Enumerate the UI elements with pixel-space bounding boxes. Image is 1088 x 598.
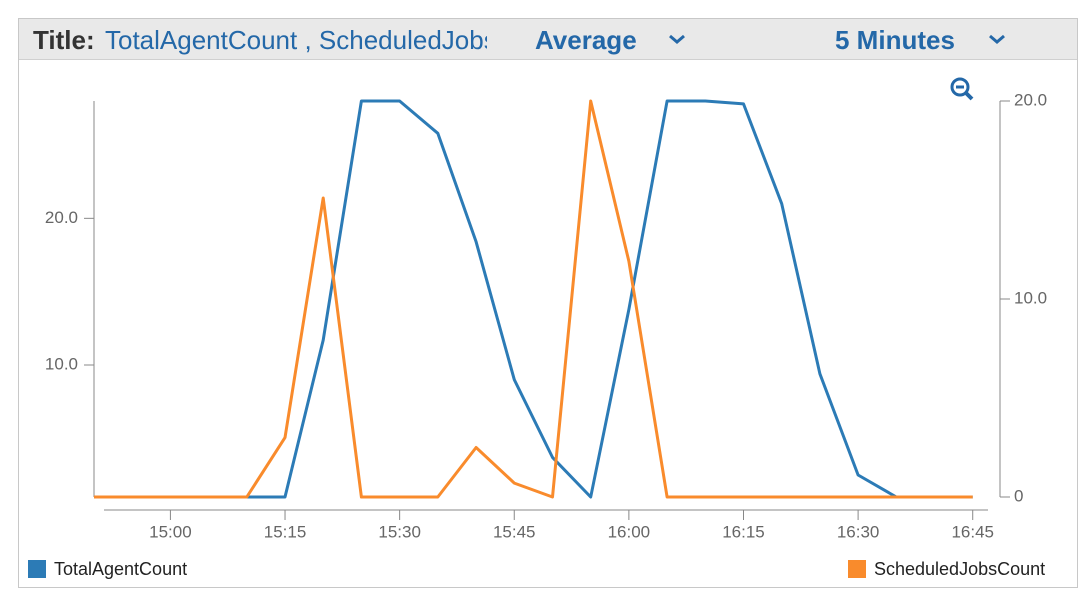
legend-swatch (848, 560, 866, 578)
x-tick-label: 15:45 (493, 522, 536, 541)
dropdown-arrow[interactable] (669, 34, 685, 44)
widget: Title: TotalAgentCount , ScheduledJobsCo… (18, 18, 1078, 588)
zoom-out-icon[interactable] (950, 77, 974, 101)
series-line (94, 99, 973, 499)
period-dropdown[interactable]: 5 Minutes (835, 25, 955, 55)
legend-swatch (28, 560, 46, 578)
y-tick-label: 10.0 (45, 354, 78, 373)
x-tick-label: 15:15 (264, 522, 307, 541)
title-value[interactable]: TotalAgentCount , ScheduledJobsCount (105, 25, 487, 55)
legend-label: TotalAgentCount (54, 559, 187, 579)
x-tick-label: 16:30 (837, 522, 880, 541)
x-tick-label: 16:00 (608, 522, 651, 541)
title-label: Title: (33, 25, 95, 55)
y2-tick-label: 20.0 (1014, 90, 1047, 109)
y2-tick-label: 10.0 (1014, 288, 1047, 307)
header-bar: Title: TotalAgentCount , ScheduledJobsCo… (19, 19, 1077, 60)
y2-tick-label: 0 (1014, 486, 1023, 505)
dropdown-arrow[interactable] (989, 34, 1005, 44)
series-line (94, 99, 973, 499)
statistic-dropdown[interactable]: Average (535, 25, 637, 55)
y-tick-label: 20.0 (45, 208, 78, 227)
legend-label: ScheduledJobsCount (874, 559, 1045, 579)
x-tick-label: 16:15 (722, 522, 765, 541)
x-tick-label: 15:00 (149, 522, 192, 541)
x-tick-label: 15:30 (378, 522, 421, 541)
x-tick-label: 16:45 (951, 522, 994, 541)
